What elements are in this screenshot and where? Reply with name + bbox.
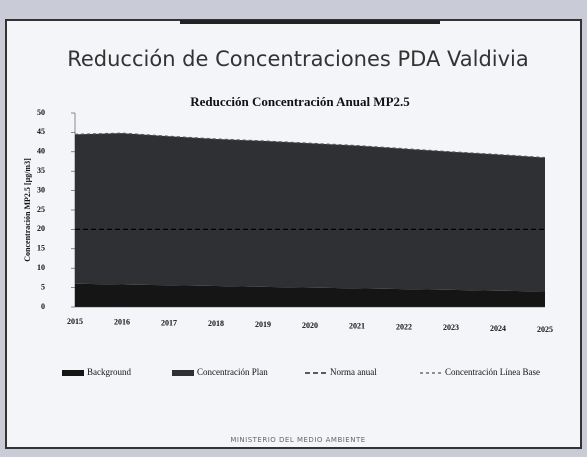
line [74, 132, 546, 159]
y-axis-label: Concentración MP2.5 [µg/m3] [23, 158, 32, 262]
y-tick-label: 5 [41, 282, 45, 291]
y-tick-label: 30 [37, 185, 45, 194]
legend-swatch [172, 370, 194, 376]
x-tick-label: 2020 [302, 321, 318, 330]
y-tick-label: 50 [37, 108, 45, 117]
chart-title: Reducción Concentración Anual MP2.5 [190, 94, 410, 109]
x-tick-label: 2015 [67, 317, 83, 326]
footer: MINISTERIO DEL MEDIO AMBIENTE [230, 436, 365, 444]
legend-label: Background [87, 367, 131, 377]
y-tick-label: 25 [37, 205, 45, 214]
x-tick-label: 2023 [443, 323, 459, 332]
x-tick-label: 2016 [114, 318, 130, 327]
x-tick-label: 2022 [396, 322, 412, 331]
legend-swatch [62, 370, 84, 376]
y-tick-label: 35 [37, 166, 45, 175]
x-tick-label: 2025 [537, 325, 553, 334]
legend-label: Concentración Línea Base [445, 367, 540, 377]
x-tick-label: 2024 [490, 324, 506, 333]
slide-top-bar [180, 20, 440, 24]
y-tick-label: 40 [37, 147, 45, 156]
y-tick-label: 45 [37, 127, 45, 136]
y-tick-label: 20 [37, 224, 45, 233]
x-tick-label: 2018 [208, 319, 224, 328]
legend-label: Norma anual [330, 367, 377, 377]
y-tick-label: 0 [41, 302, 45, 311]
x-tick-label: 2017 [161, 318, 177, 327]
x-tick-label: 2021 [349, 322, 365, 331]
slide-title: Reducción de Concentraciones PDA Valdivi… [67, 47, 529, 71]
area [75, 133, 545, 292]
y-tick-label: 10 [37, 263, 45, 272]
legend-label: Concentración Plan [197, 367, 268, 377]
x-tick-label: 2019 [255, 320, 271, 329]
y-tick-label: 15 [37, 244, 45, 253]
